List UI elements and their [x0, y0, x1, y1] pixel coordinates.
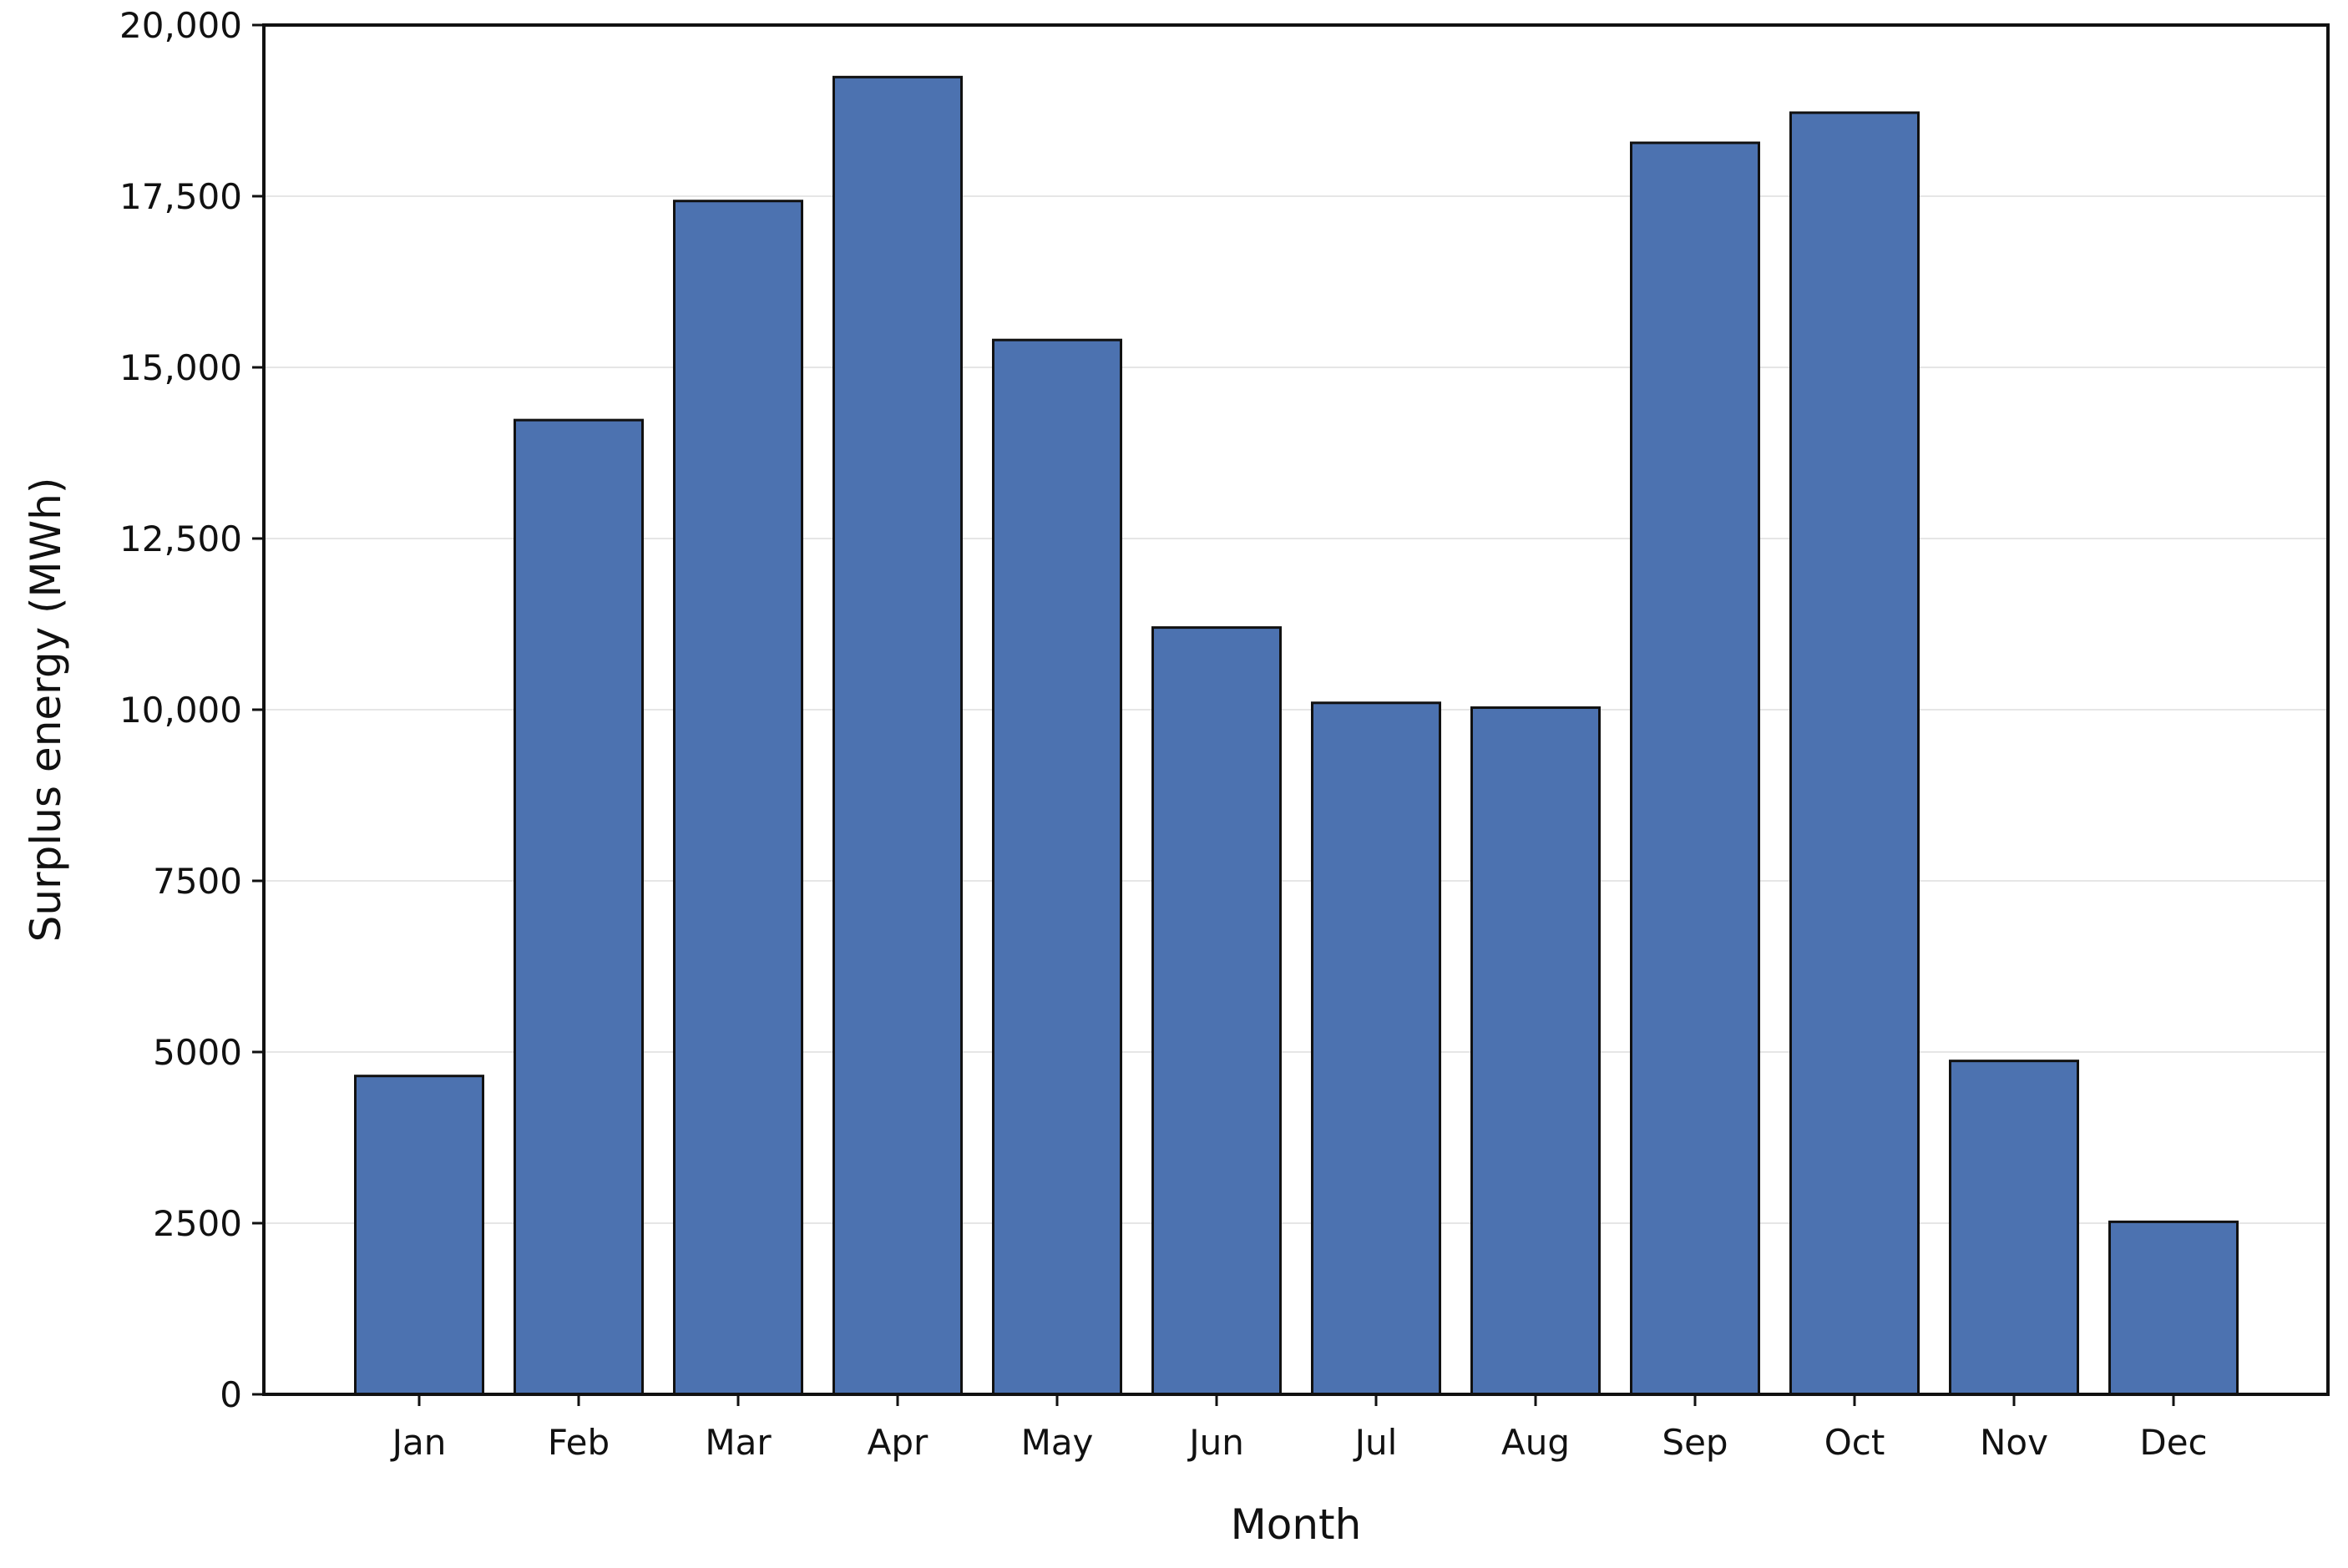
x-tick-label: Oct [1824, 1422, 1885, 1463]
x-tick-label: Apr [868, 1422, 929, 1463]
y-tick-label: 17,500 [119, 176, 242, 217]
bar-mar [673, 200, 803, 1396]
x-axis: Jan Feb Mar Apr May Jun Jul Aug Sep Oct Nov Dec [390, 1394, 2208, 1463]
y-axis-label: Surplus energy (MWh) [22, 478, 70, 943]
bar-jun [1151, 626, 1282, 1396]
y-tick-label: 2500 [153, 1203, 242, 1244]
y-tick-label: 10,000 [119, 690, 242, 731]
y-axis: 0 2500 5000 7500 10,000 12,500 15,000 17,500 20,… [119, 5, 264, 1415]
x-tick-label: Jul [1353, 1422, 1398, 1463]
bar-aug [1470, 706, 1601, 1396]
bar-feb [514, 418, 644, 1396]
bar-oct [1789, 111, 1920, 1396]
x-tick-label: May [1021, 1422, 1094, 1463]
x-tick-label: Jan [390, 1422, 447, 1463]
x-tick-label: Aug [1501, 1422, 1570, 1463]
bar-jul [1311, 701, 1441, 1396]
y-tick-label: 20,000 [119, 5, 242, 46]
x-tick-label: Nov [1980, 1422, 2048, 1463]
bar-nov [1949, 1060, 2079, 1396]
bar-sep [1630, 141, 1760, 1396]
y-tick-label: 15,000 [119, 347, 242, 388]
bar-dec [2108, 1220, 2239, 1396]
bar-apr [832, 75, 963, 1396]
bar-jan [354, 1075, 484, 1396]
x-axis-label: Month [1231, 1500, 1362, 1549]
y-tick-label: 5000 [153, 1032, 242, 1073]
y-tick-label: 0 [220, 1374, 242, 1415]
x-tick-label: Sep [1662, 1422, 1728, 1463]
x-tick-label: Jun [1187, 1422, 1244, 1463]
x-tick-label: Feb [548, 1422, 610, 1463]
x-tick-label: Mar [705, 1422, 772, 1463]
bar-may [992, 338, 1122, 1396]
y-tick-label: 12,500 [119, 518, 242, 559]
x-tick-label: Dec [2139, 1422, 2207, 1463]
y-tick-label: 7500 [153, 861, 242, 902]
